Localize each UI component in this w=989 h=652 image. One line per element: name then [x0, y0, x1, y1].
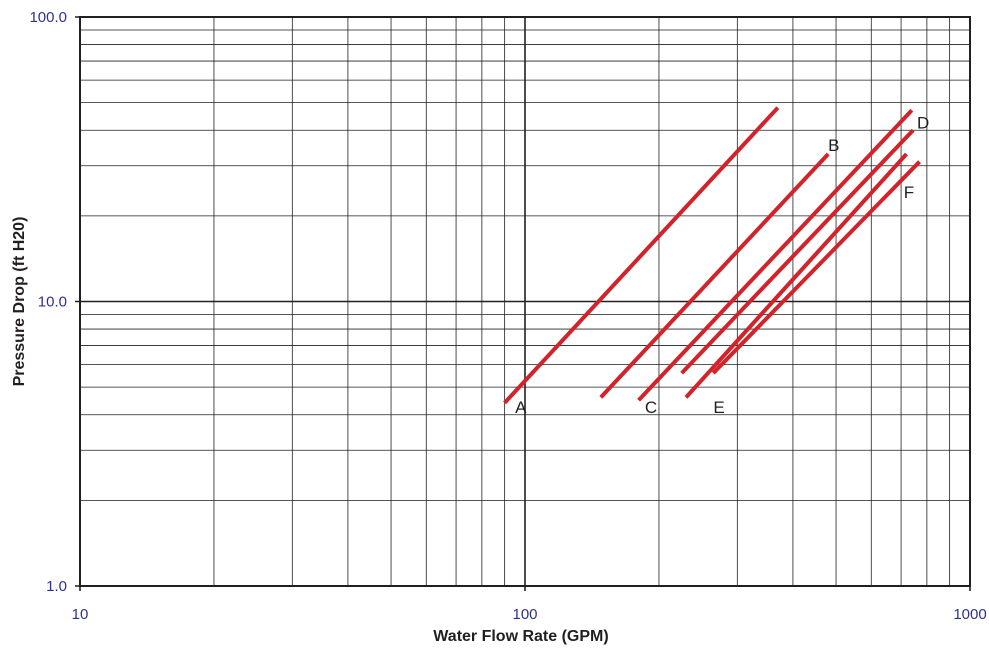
plot-frame — [79, 16, 971, 587]
series-label-a: A — [515, 398, 527, 417]
series-label-e: E — [713, 398, 724, 417]
series-lines — [503, 106, 921, 405]
y-tick-label: 100.0 — [29, 9, 67, 26]
x-tick-label: 100 — [512, 606, 537, 623]
series-label-b: B — [828, 136, 839, 155]
series-label-d: D — [917, 114, 929, 133]
series-line-f — [711, 160, 921, 375]
x-axis-title: Water Flow Rate (GPM) — [433, 628, 608, 645]
series-label-c: C — [645, 398, 657, 417]
x-tick-label: 10 — [72, 606, 89, 623]
x-tick-label: 1000 — [953, 606, 986, 623]
series-line-b — [599, 152, 830, 399]
series-label-f: F — [904, 183, 914, 202]
y-tick-label: 10.0 — [38, 294, 67, 311]
y-tick-label: 1.0 — [46, 578, 67, 595]
series-line-d — [680, 128, 915, 375]
series-line-c — [637, 108, 914, 402]
series-line-e — [684, 152, 908, 399]
y-axis-title: Pressure Drop (ft H20) — [11, 217, 28, 387]
series-labels: A B C D E F — [515, 114, 929, 418]
grid — [75, 16, 971, 591]
tick-labels: 10 100 1000 1.0 10.0 100.0 — [29, 9, 986, 623]
series-line-a — [503, 106, 780, 405]
